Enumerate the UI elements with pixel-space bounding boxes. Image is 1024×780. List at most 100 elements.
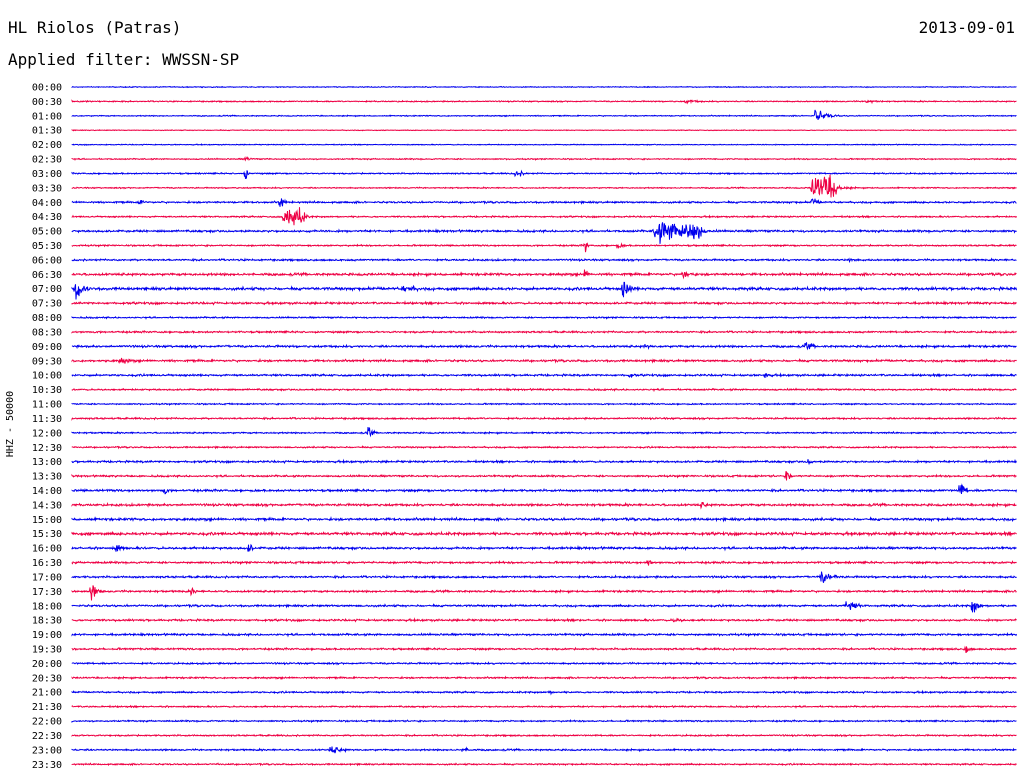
row-time-label: 22:00 (32, 717, 62, 728)
seismic-trace (71, 631, 1017, 638)
row-time-label: 11:00 (32, 400, 62, 411)
station-title: HL Riolos (Patras) (8, 18, 182, 37)
date-label: 2013-09-01 (918, 18, 1015, 37)
row-time-label: 21:30 (32, 702, 62, 713)
seismic-trace (71, 515, 1017, 523)
row-time-label: 19:30 (32, 644, 62, 655)
row-time-label: 15:30 (32, 529, 62, 540)
seismic-trace (71, 85, 1017, 89)
seismic-trace (71, 601, 1017, 613)
seismic-trace (71, 458, 1017, 466)
seismic-trace (71, 559, 1017, 566)
row-time-label: 20:30 (32, 673, 62, 684)
row-time-label: 06:30 (32, 270, 62, 281)
seismic-trace (71, 483, 1017, 495)
row-time-label: 18:00 (32, 601, 62, 612)
trace-lines (71, 85, 1017, 767)
seismic-trace (71, 762, 1017, 767)
seismic-trace (71, 571, 1017, 583)
seismic-trace (71, 143, 1017, 146)
row-time-label: 02:00 (32, 140, 62, 151)
seismic-trace (71, 402, 1017, 407)
row-time-label: 16:30 (32, 558, 62, 569)
seismic-trace (71, 269, 1017, 280)
seismic-trace (71, 109, 1017, 120)
row-time-label: 08:00 (32, 313, 62, 324)
row-time-label: 10:30 (32, 385, 62, 396)
seismic-trace (71, 222, 1017, 244)
seismic-trace (71, 416, 1017, 422)
row-time-label: 05:30 (32, 241, 62, 252)
seismic-trace (71, 689, 1017, 696)
row-time-label: 00:00 (32, 83, 62, 94)
seismic-trace (71, 156, 1017, 162)
row-time-label: 04:00 (32, 198, 62, 209)
row-time-label: 03:00 (32, 169, 62, 180)
seismic-trace (71, 129, 1017, 132)
row-time-label: 13:30 (32, 472, 62, 483)
row-time-label: 14:00 (32, 486, 62, 497)
row-time-label: 01:30 (32, 126, 62, 137)
seismic-trace (71, 329, 1017, 335)
row-time-label: 15:00 (32, 515, 62, 526)
row-time-label: 04:30 (32, 212, 62, 223)
seismic-trace (71, 99, 1017, 105)
seismic-trace (71, 387, 1017, 393)
seismic-trace (71, 471, 1017, 481)
seismic-trace (71, 704, 1017, 709)
seismic-trace (71, 445, 1017, 450)
row-time-label: 05:00 (32, 227, 62, 238)
row-time-label: 07:30 (32, 299, 62, 310)
row-time-label: 12:00 (32, 428, 62, 439)
seismic-trace (71, 281, 1017, 300)
row-time-label: 18:30 (32, 616, 62, 627)
row-time-label: 23:00 (32, 745, 62, 756)
row-time-label: 03:30 (32, 183, 62, 194)
row-labels: 00:00 00:30 01:00 01:30 02:00 02:30 03:00 03:30… (32, 83, 62, 771)
row-time-label: 17:00 (32, 572, 62, 583)
row-time-label: 11:30 (32, 414, 62, 425)
seismic-trace (71, 372, 1017, 379)
row-time-label: 21:00 (32, 688, 62, 699)
seismic-trace (71, 242, 1017, 253)
seismic-trace (71, 719, 1017, 724)
row-time-label: 10:00 (32, 371, 62, 382)
seismic-trace (71, 501, 1017, 510)
seismic-trace (71, 342, 1017, 351)
row-time-label: 22:30 (32, 731, 62, 742)
row-time-label: 19:00 (32, 630, 62, 641)
row-time-label: 07:00 (32, 284, 62, 295)
seismic-trace (71, 300, 1017, 306)
row-time-label: 01:00 (32, 111, 62, 122)
row-time-label: 09:30 (32, 356, 62, 367)
row-time-label: 14:30 (32, 500, 62, 511)
row-time-label: 12:30 (32, 443, 62, 454)
seismic-trace (71, 543, 1017, 552)
seismic-trace (71, 530, 1017, 538)
seismic-trace (71, 733, 1017, 738)
row-time-label: 08:30 (32, 327, 62, 338)
row-time-label: 06:00 (32, 255, 62, 266)
seismic-trace (71, 617, 1017, 623)
row-time-label: 02:30 (32, 155, 62, 166)
y-axis-label: HHZ - 50000 (5, 391, 16, 457)
seismic-trace (71, 315, 1017, 320)
seismic-trace (71, 645, 1017, 653)
seismic-trace (71, 427, 1017, 438)
row-time-label: 20:00 (32, 659, 62, 670)
row-time-label: 23:30 (32, 760, 62, 771)
seismic-trace (71, 746, 1017, 754)
seismic-trace (71, 207, 1017, 226)
seismic-trace (71, 675, 1017, 681)
row-time-label: 09:00 (32, 342, 62, 353)
seismic-trace (71, 357, 1017, 364)
seismic-trace (71, 585, 1017, 601)
seismic-trace (71, 198, 1017, 207)
seismic-trace (71, 661, 1017, 666)
row-time-label: 17:30 (32, 587, 62, 598)
filter-label: Applied filter: WWSSN-SP (8, 50, 240, 69)
row-time-label: 00:30 (32, 97, 62, 108)
row-time-label: 13:00 (32, 457, 62, 468)
